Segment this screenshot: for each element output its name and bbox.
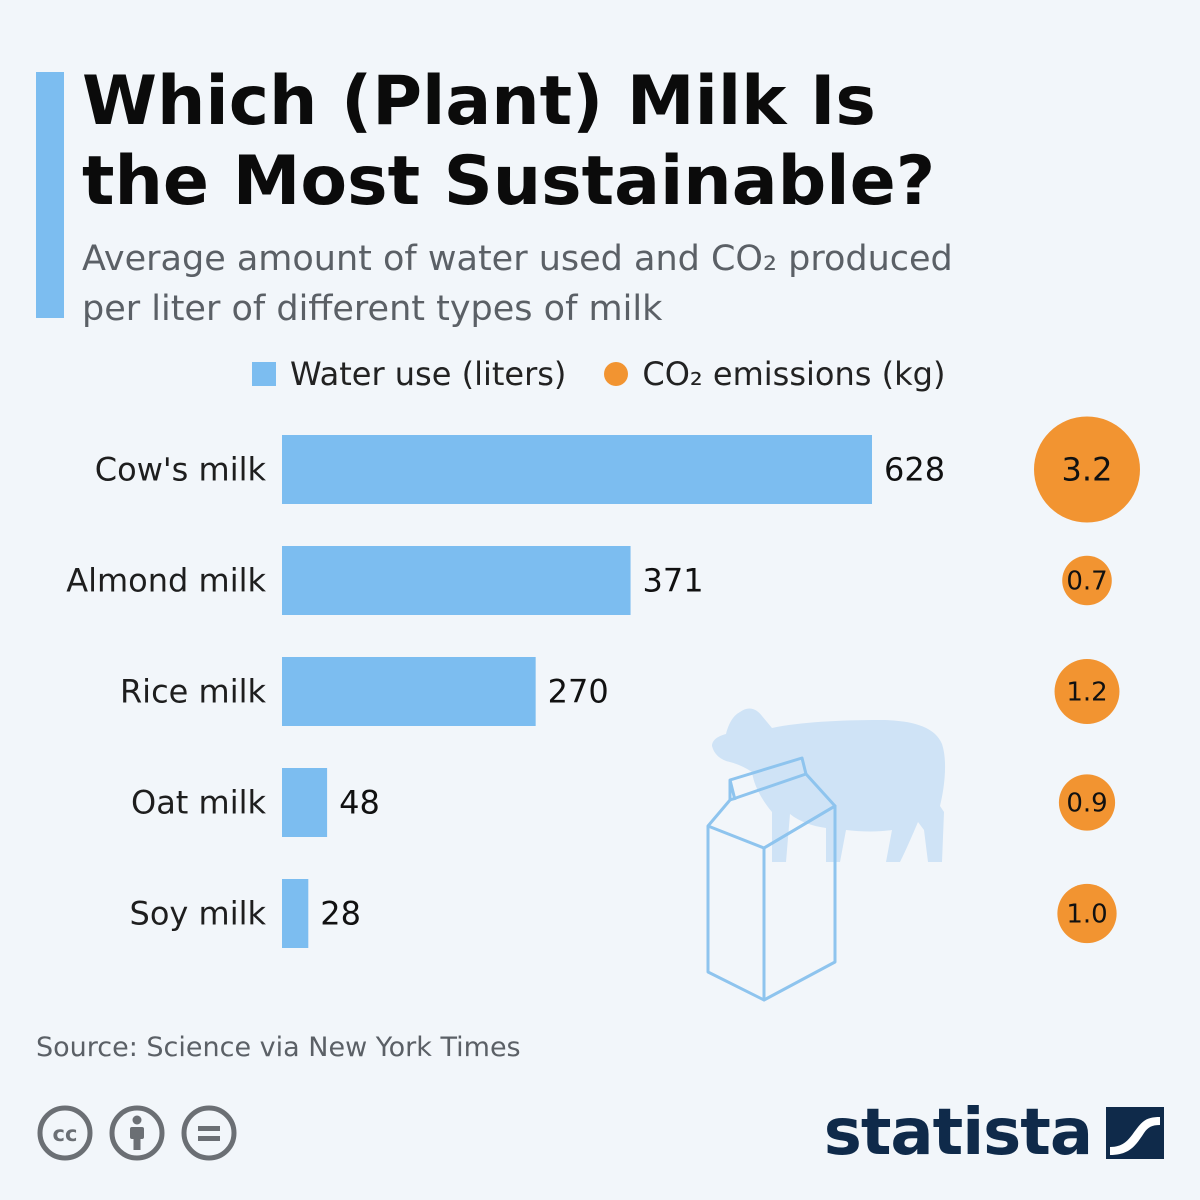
chart-legend: Water use (liters) CO₂ emissions (kg) [252,352,983,396]
co2-bubble-rice-milk [1054,659,1120,724]
title-accent-bar [36,72,64,318]
water-value-label-cow-s-milk: 628 [884,451,945,489]
cc-icon[interactable]: cc [36,1104,94,1162]
co2-value-label-oat-milk: 0.9 [1066,789,1107,819]
category-label-rice-milk: Rice milk [120,673,267,711]
page-subtitle: Average amount of water used and CO₂ pro… [82,234,1162,334]
legend-co2-label: CO₂ emissions (kg) [642,355,946,393]
attribution-icon[interactable] [108,1104,166,1162]
legend-water-swatch [252,362,276,386]
title-line-2: the Most Sustainable? [82,142,936,221]
subtitle-line-2: per liter of different types of milk [82,289,663,329]
legend-water-label: Water use (liters) [290,355,567,393]
water-bar-oat-milk [282,768,328,837]
subtitle-line-1: Average amount of water used and CO₂ pro… [82,239,953,279]
legend-co2-swatch [604,362,629,386]
water-value-label-oat-milk: 48 [339,784,380,822]
water-value-label-rice-milk: 270 [548,673,609,711]
category-label-cow-s-milk: Cow's milk [95,451,267,489]
co2-value-label-rice-milk: 1.2 [1066,678,1107,708]
co2-value-label-soy-milk: 1.0 [1066,900,1107,930]
milk-carton-icon [706,756,837,1002]
source-note: Source: Science via New York Times [36,1032,521,1063]
co2-bubble-cow-s-milk [1034,416,1140,523]
no-derivatives-icon[interactable] [180,1104,238,1162]
brand-name: statista [823,1096,1093,1170]
svg-text:cc: cc [53,1122,78,1146]
co2-bubble-soy-milk [1057,883,1117,944]
water-bar-soy-milk [282,879,309,948]
water-value-label-soy-milk: 28 [320,895,361,933]
co2-bubble-oat-milk [1058,774,1116,831]
category-label-soy-milk: Soy milk [130,895,267,933]
legend-item-co2: CO₂ emissions (kg) [604,355,945,393]
co2-bubble-almond-milk [1062,555,1112,606]
category-label-almond-milk: Almond milk [66,562,266,600]
title-line-1: Which (Plant) Milk Is [82,62,876,141]
page-title: Which (Plant) Milk Is the Most Sustainab… [82,62,1162,222]
water-bars: Cow's milk 628 Almond milk 371 Rice milk 270 O… [66,435,945,948]
licence-icons: cc [36,1104,252,1162]
water-value-label-almond-milk: 371 [643,562,704,600]
water-bar-almond-milk [282,546,631,615]
co2-value-label-cow-s-milk: 3.2 [1062,451,1113,489]
statista-mark-icon [1106,1107,1164,1159]
legend-item-water: Water use (liters) [252,355,566,393]
co2-bubbles: 3.2 0.7 1.2 0.9 1.0 [1034,416,1140,944]
water-bar-cow-s-milk [282,435,872,504]
category-label-oat-milk: Oat milk [131,784,266,822]
cow-illustration-icon [712,708,946,862]
water-bar-rice-milk [282,657,536,726]
statista-logo: statista [824,1096,1164,1170]
co2-value-label-almond-milk: 0.7 [1066,567,1107,597]
